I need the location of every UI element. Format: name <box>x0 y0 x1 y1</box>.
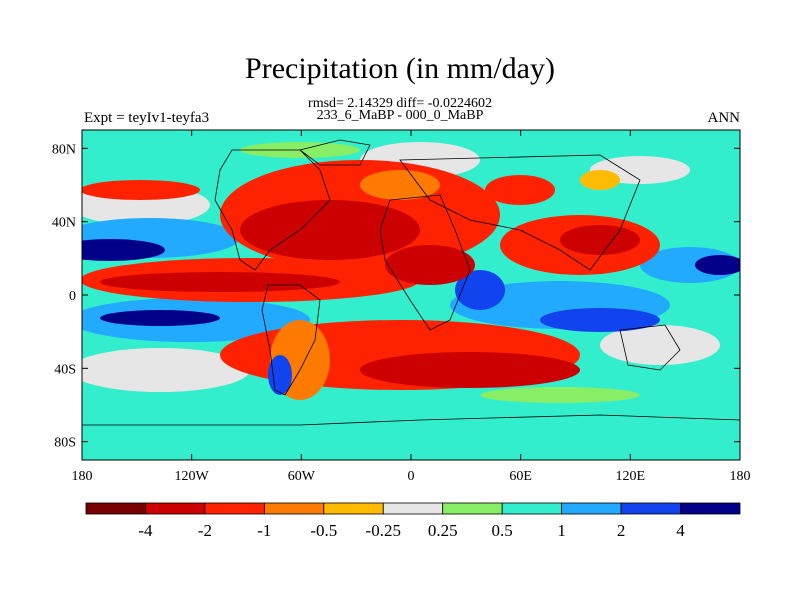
lat-tick-label: 0 <box>69 289 76 304</box>
colorbar-swatch <box>145 502 206 515</box>
colorbar: -4 -2 -1 -0.5 -0.25 0.25 0.5 1 2 4 <box>85 502 741 540</box>
colorbar-swatch <box>501 502 563 515</box>
lon-tick-label: 180 <box>72 469 93 484</box>
colorbar-label: 1 <box>557 521 566 540</box>
colorbar-label: -4 <box>138 521 153 540</box>
lat-tick-label: 40N <box>52 216 76 231</box>
map-title: Precipitation (in mm/day) <box>245 52 555 85</box>
lat-tick-label: 80N <box>52 142 76 157</box>
rmsd-diff-text: rmsd= 2.14329 diff= -0.0224602 <box>308 96 492 111</box>
colorbar-label: -2 <box>198 521 212 540</box>
lat-tick-label: 40S <box>54 362 76 377</box>
season-label: ANN <box>707 110 741 126</box>
lon-tick-label: 120E <box>616 469 646 484</box>
colorbar-label: 2 <box>617 521 626 540</box>
lon-tick-label: 180 <box>730 469 751 484</box>
colorbar-swatch <box>442 502 503 515</box>
colorbar-swatch <box>323 502 384 515</box>
lon-tick-label: 120W <box>175 469 210 484</box>
experiment-label: Expt = teyIv1-teyfa3 <box>84 110 210 126</box>
colorbar-label: -1 <box>257 521 271 540</box>
lon-tick-label: 60E <box>509 469 532 484</box>
map-ticks: 80N 40N 0 40S 80S 180 120W 60W 0 60E 120E 180 <box>52 130 751 484</box>
colorbar-label: 4 <box>676 521 685 540</box>
colorbar-swatch <box>561 502 622 515</box>
colorbar-label: -0.5 <box>310 521 337 540</box>
colorbar-swatch <box>620 502 681 515</box>
experiment-times: 233_6_MaBP - 000_0_MaBP <box>316 108 484 123</box>
lon-tick-label: 60W <box>288 469 316 484</box>
colorbar-swatch <box>85 502 146 515</box>
lat-tick-label: 80S <box>54 436 76 451</box>
colorbar-label: 0.5 <box>492 521 513 540</box>
colorbar-label: 0.25 <box>428 521 458 540</box>
map-field <box>82 130 740 460</box>
colorbar-swatch <box>680 502 741 515</box>
colorbar-label: -0.25 <box>366 521 401 540</box>
colorbar-swatch <box>204 502 265 515</box>
colorbar-swatch <box>382 502 444 515</box>
lon-tick-label: 0 <box>408 469 415 484</box>
colorbar-swatch <box>263 502 325 515</box>
